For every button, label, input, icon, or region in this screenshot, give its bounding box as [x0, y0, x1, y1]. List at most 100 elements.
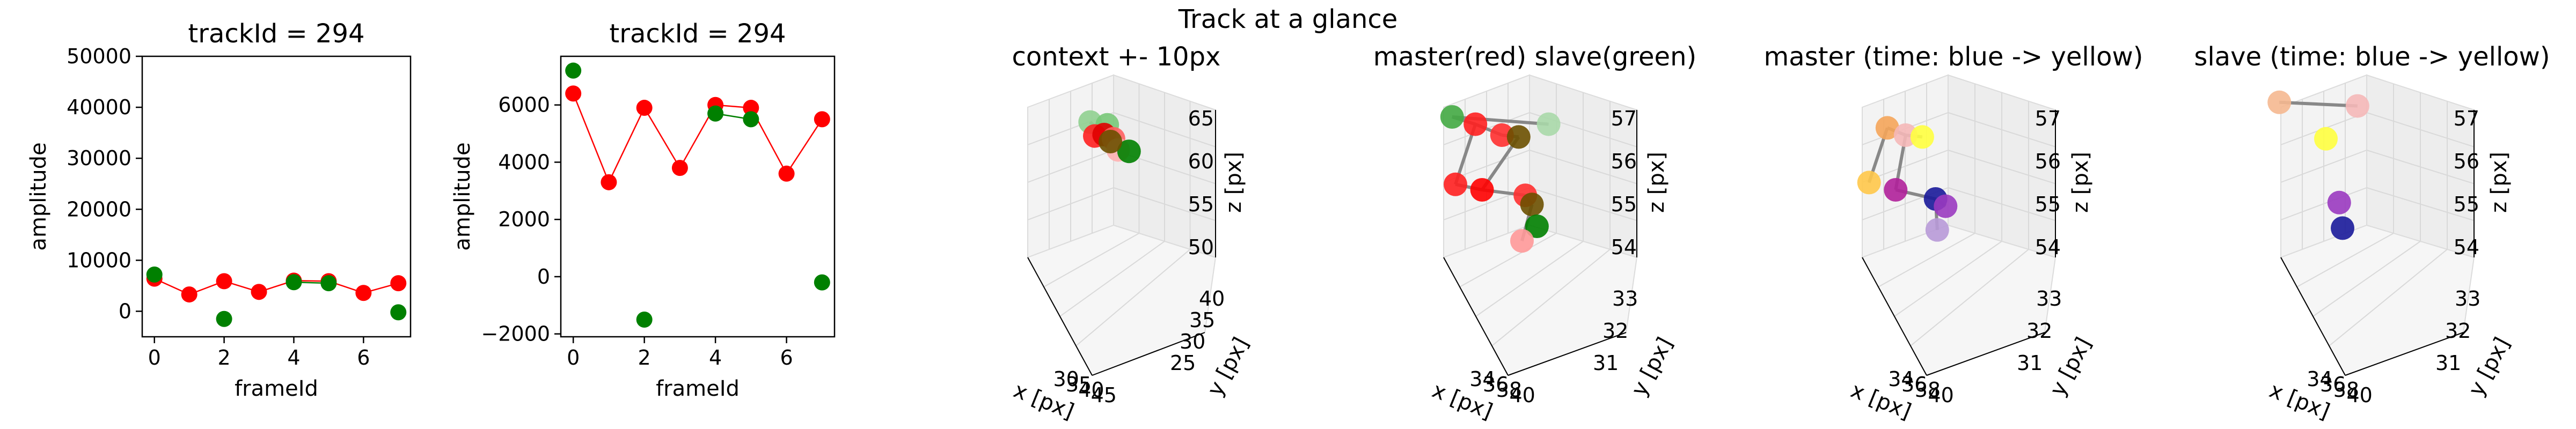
- z-tick-label: 56: [2454, 150, 2479, 173]
- data-point: [743, 111, 759, 128]
- x-tick-label: 4: [709, 346, 722, 369]
- data-point: [1934, 194, 1958, 218]
- series-line-0: [573, 93, 823, 184]
- chart-3d-master-time: master (time: blue -> yellow) 57 56 55 54 z […: [1764, 42, 2143, 424]
- z-tick-label: 60: [1188, 150, 1214, 173]
- x-tick-label: 40: [1078, 378, 1104, 402]
- data-point: [216, 310, 232, 327]
- y-tick-label: 32: [1602, 319, 1628, 343]
- x-tick-label: 2: [218, 346, 231, 369]
- data-point: [1444, 172, 1467, 196]
- y-tick-label: 33: [2036, 287, 2062, 310]
- y-tick-label: 20000: [67, 197, 131, 221]
- chart-title: master(red) slave(green): [1373, 42, 1696, 72]
- chart-3d-slave-time: slave (time: blue -> yellow) 57 56 55 54 z [p…: [2194, 42, 2550, 424]
- y-axis-label: y [px]: [1203, 334, 1254, 401]
- x-axis-edge: [1027, 257, 1093, 376]
- chart-title: trackId = 294: [609, 19, 786, 49]
- data-point: [1884, 178, 1908, 202]
- data-point: [286, 274, 302, 291]
- data-point: [636, 311, 653, 328]
- x-tick-label: 36: [1901, 373, 1927, 396]
- data-point: [1440, 105, 1464, 129]
- plot-frame: [141, 55, 412, 338]
- chart-title: trackId = 294: [188, 19, 364, 49]
- z-axis-label: z [px]: [1221, 152, 1246, 213]
- y-tick-label: 35: [1189, 308, 1215, 332]
- y-tick-label: 31: [2017, 351, 2043, 375]
- data-point: [2267, 90, 2292, 114]
- y-tick-label: −2000: [481, 322, 550, 346]
- data-point: [355, 285, 372, 301]
- y-tick-label: 40: [1199, 287, 1225, 310]
- y-axis-edge: [1926, 332, 2045, 376]
- grid-line: [2329, 249, 2448, 346]
- data-point: [1510, 229, 1534, 253]
- x-tick-label: 6: [357, 346, 370, 369]
- data-point: [181, 286, 197, 303]
- grid-line: [2280, 187, 2367, 220]
- data-point: [2314, 127, 2338, 151]
- data-point: [2331, 216, 2354, 240]
- y-tick-label: 6000: [498, 93, 550, 117]
- data-point: [1536, 112, 1561, 136]
- grid-line: [1027, 187, 1114, 220]
- z-tick-label: 54: [2035, 235, 2061, 259]
- data-point: [778, 165, 795, 182]
- grid-line: [1894, 241, 2002, 317]
- y-tick-label: 0: [119, 299, 131, 323]
- z-tick-label: 54: [1611, 235, 1637, 259]
- x-tick-label: 34: [1888, 367, 1914, 391]
- z-axis-label: z [px]: [2487, 152, 2512, 213]
- data-point: [216, 273, 232, 290]
- grid-line: [2296, 233, 2394, 287]
- y-tick-label: 0: [537, 265, 550, 289]
- x-tick-label: 2: [638, 346, 651, 369]
- y-axis-label: amplitude: [26, 142, 51, 250]
- y-tick-label: 40000: [67, 95, 131, 119]
- data-point: [671, 160, 688, 176]
- data-point: [1925, 218, 1949, 242]
- y-axis-label: y [px]: [2464, 334, 2515, 401]
- y-tick-label: 32: [2026, 319, 2052, 343]
- y-tick-label: 25: [1170, 351, 1196, 375]
- data-point: [1875, 116, 1899, 140]
- x-tick-label: 34: [1469, 367, 1495, 391]
- y-tick-label: 10000: [67, 248, 131, 272]
- x-tick-label: 38: [1496, 378, 1522, 402]
- data-point: [1857, 171, 1881, 195]
- y-axis-edge: [1092, 332, 1205, 376]
- x-tick-label: 38: [2333, 378, 2359, 402]
- data-point: [601, 174, 617, 190]
- data-point: [390, 275, 407, 292]
- x-tick-label: 40: [2346, 383, 2372, 407]
- y-axis-label: amplitude: [450, 142, 475, 250]
- x-tick-label: 36: [1483, 373, 1509, 396]
- grid-line: [1459, 233, 1557, 287]
- z-tick-label: 56: [1611, 150, 1637, 173]
- data-point: [320, 275, 337, 292]
- data-point: [565, 62, 582, 79]
- y-tick-label: 32: [2445, 319, 2471, 343]
- z-tick-label: 57: [1611, 107, 1637, 130]
- z-axis-label: z [px]: [2068, 152, 2093, 213]
- data-point: [1910, 125, 1934, 149]
- chart-title: slave (time: blue -> yellow): [2194, 42, 2550, 72]
- x-tick-label: 38: [1915, 378, 1941, 402]
- y-tick-label: 33: [1612, 287, 1638, 310]
- y-tick-label: 31: [1593, 351, 1619, 375]
- y-tick-label: 50000: [67, 45, 131, 68]
- z-tick-label: 50: [1188, 235, 1214, 259]
- z-tick-label: 55: [1611, 193, 1637, 216]
- y-tick-label: 31: [2435, 351, 2461, 375]
- x-tick-label: 6: [780, 346, 793, 369]
- grid-line: [1075, 249, 1191, 346]
- grid-line: [1043, 233, 1139, 287]
- y-tick-label: 2000: [498, 208, 550, 231]
- data-point: [636, 100, 653, 116]
- z-tick-label: 55: [2454, 193, 2479, 216]
- x-tick-label: 45: [1091, 383, 1117, 407]
- y-tick-label: 30: [1180, 330, 1205, 353]
- data-point: [707, 105, 724, 122]
- chart-title: context +- 10px: [1012, 42, 1221, 72]
